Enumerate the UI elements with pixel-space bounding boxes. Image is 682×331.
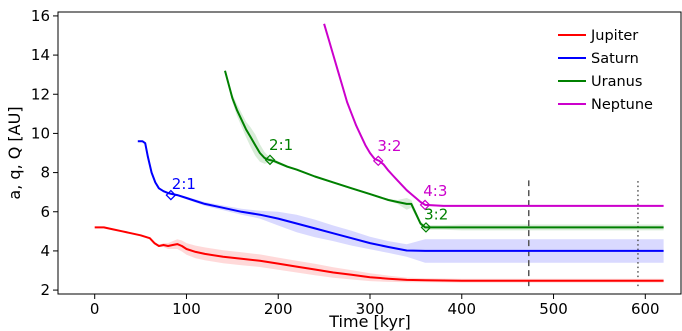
y-tick-label: 12	[31, 85, 50, 103]
resonance-marker-3	[372, 155, 384, 167]
x-axis-label: Time [kyr]	[328, 312, 410, 331]
y-tick-label: 2	[40, 281, 50, 299]
resonance-labels: 2:1 2:1 3:2 4:3 3:2	[172, 136, 448, 224]
resonance-marker-5	[420, 222, 432, 233]
series-lines	[94, 23, 664, 282]
x-tick-label: 500	[539, 300, 568, 318]
x-tick-label: 200	[264, 300, 293, 318]
x-tick-label: 300	[356, 300, 385, 318]
legend-label-saturn: Saturn	[591, 51, 639, 67]
legend-label-uranus: Uranus	[591, 74, 642, 90]
jupiter-line	[94, 226, 664, 282]
legend-label-jupiter: Jupiter	[590, 28, 638, 44]
resonance-marker-1	[165, 189, 177, 201]
reference-lines	[528, 180, 639, 287]
resonance-label-3: 3:2	[377, 137, 401, 155]
resonance-markers	[165, 154, 432, 233]
y-tick-label: 14	[31, 46, 50, 64]
resonance-label-2: 2:1	[269, 136, 293, 154]
x-axis-ticks: 0 100 200 300 400 500 600	[90, 294, 660, 318]
x-tick-label: 600	[631, 300, 660, 318]
uranus-line	[224, 70, 664, 229]
y-tick-label: 6	[40, 203, 50, 221]
y-axis-label: a, q, Q [AU]	[5, 106, 24, 199]
saturn-line	[137, 140, 664, 252]
x-tick-label: 0	[90, 300, 100, 318]
resonance-label-4: 4:3	[423, 182, 447, 200]
legend-label-neptune: Neptune	[591, 97, 653, 113]
legend: Jupiter Saturn Uranus Neptune	[558, 28, 653, 113]
resonance-label-5: 3:2	[424, 206, 448, 224]
neptune-line	[323, 23, 664, 207]
resonance-marker-4	[419, 199, 431, 211]
resonance-label-1: 2:1	[172, 175, 196, 193]
y-tick-label: 4	[40, 242, 50, 260]
y-tick-label: 8	[40, 164, 50, 182]
y-axis-ticks: 2 4 6 8 10 12 14 16	[31, 7, 58, 299]
x-tick-label: 100	[172, 300, 201, 318]
y-tick-label: 10	[31, 124, 50, 142]
resonance-marker-2	[264, 154, 276, 166]
x-tick-label: 400	[447, 300, 476, 318]
y-tick-label: 16	[31, 7, 50, 25]
